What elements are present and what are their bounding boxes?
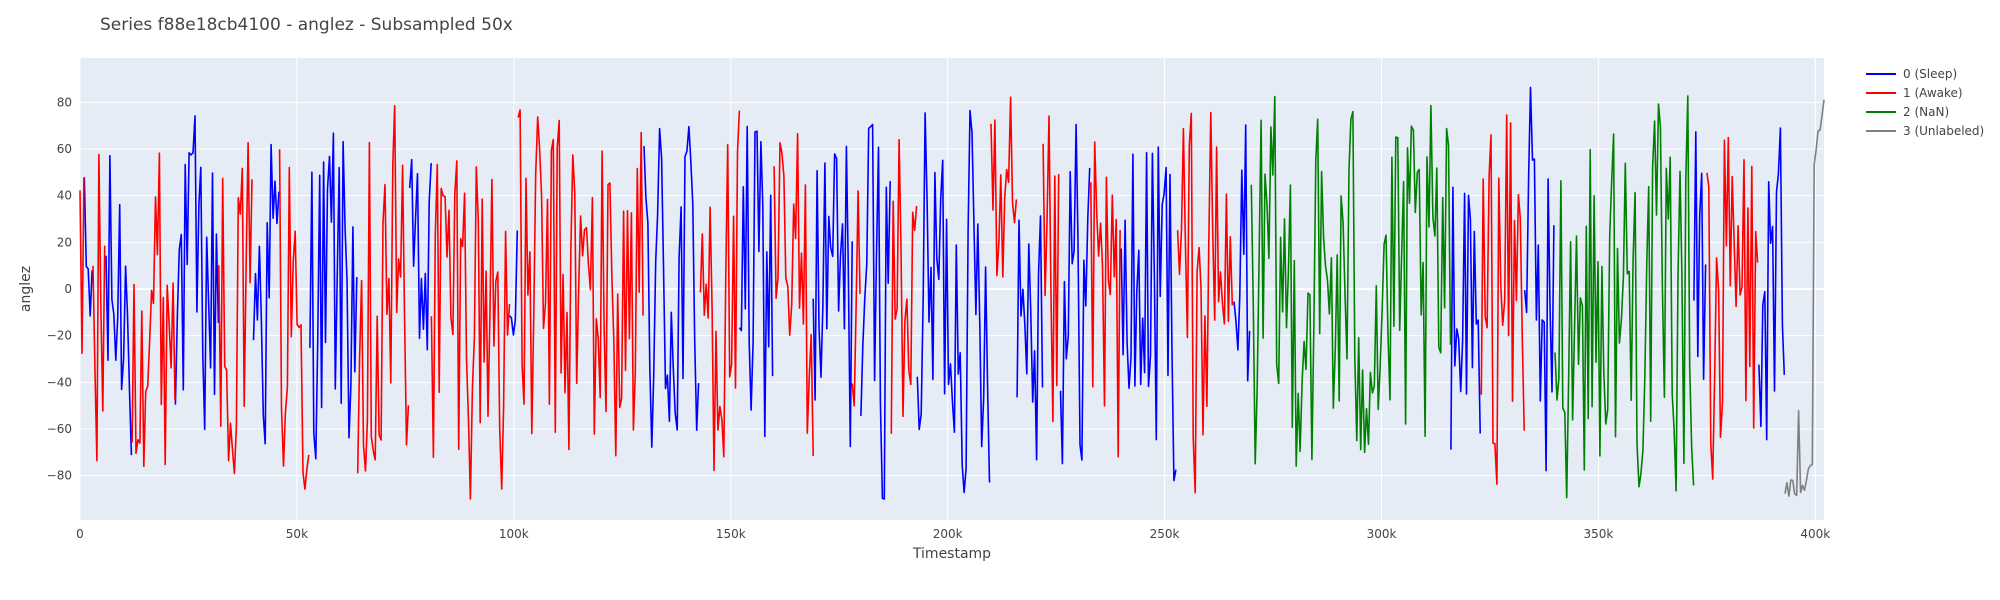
series-line-0-segment-6 <box>508 230 519 336</box>
series-line-1-segment-17 <box>1706 136 1759 480</box>
series-line-0-segment-4 <box>309 132 358 460</box>
x-axis-ticks: 0 50k 100k 150k 200k 250k 300k 350k 400k <box>76 527 1830 541</box>
x-tick-label: 300k <box>1367 527 1397 541</box>
series-line-1-segment-0 <box>79 178 85 355</box>
series-line-0-segment-12 <box>1016 215 1044 461</box>
series-line-1-segment-7 <box>517 109 644 457</box>
series-line-2-segment-1 <box>1554 95 1695 499</box>
y-axis-title: anglez <box>18 266 34 312</box>
series-line-1-segment-3 <box>218 141 253 475</box>
series-line-0-segment-8 <box>738 125 774 438</box>
legend-label: 0 (Sleep) <box>1903 67 1957 81</box>
y-tick-label: 60 <box>57 142 72 156</box>
x-tick-label: 100k <box>499 527 529 541</box>
series-line-1-segment-1 <box>92 153 106 462</box>
series-line-3-segment-0 <box>1784 99 1825 497</box>
legend-item[interactable]: 2 (NaN) <box>1866 105 1949 119</box>
series-line-1-segment-9 <box>773 132 814 457</box>
series-line-0-segment-18 <box>1693 131 1707 381</box>
x-tick-label: 0 <box>76 527 84 541</box>
series-line-0-segment-19 <box>1758 127 1786 441</box>
series-line-0-segment-3 <box>252 143 280 445</box>
legend-label: 1 (Awake) <box>1903 86 1963 100</box>
series-line-1-segment-4 <box>278 149 310 490</box>
y-tick-label: 40 <box>57 189 72 203</box>
x-tick-label: 50k <box>286 527 308 541</box>
series-line-1-segment-11 <box>890 138 918 434</box>
legend[interactable]: 0 (Sleep) 1 (Awake) 2 (NaN) 3 (Unlabeled) <box>1866 67 1984 138</box>
series-line-0-segment-16 <box>1450 186 1481 450</box>
series-line-0-segment-14 <box>1120 146 1177 482</box>
x-tick-label: 200k <box>933 527 963 541</box>
chart-title: Series f88e18cb4100 - anglez - Subsample… <box>100 15 513 35</box>
series-line-1-segment-13 <box>1042 115 1060 423</box>
series-line-1-segment-2 <box>131 152 176 468</box>
series-line-1-segment-16 <box>1480 114 1525 485</box>
series-line-1-segment-15 <box>1176 111 1234 494</box>
legend-item[interactable]: 3 (Unlabeled) <box>1866 124 1984 138</box>
series-line-2-segment-0 <box>1250 95 1452 467</box>
y-tick-label: −60 <box>47 422 72 436</box>
series-line-0-segment-17 <box>1523 86 1555 472</box>
y-axis-ticks: 80 60 40 20 0 −20 −40 −60 −80 <box>47 95 72 482</box>
series-line-0-segment-5 <box>408 158 432 351</box>
y-tick-label: −40 <box>47 375 72 389</box>
x-axis-title: Timestamp <box>912 546 991 562</box>
y-tick-label: 80 <box>57 95 72 109</box>
series-line-0-segment-2 <box>174 115 220 431</box>
x-tick-label: 250k <box>1150 527 1180 541</box>
y-tick-label: 0 <box>64 282 72 296</box>
series-line-0-segment-1 <box>105 154 133 456</box>
x-tick-label: 150k <box>716 527 746 541</box>
series-line-0-segment-0 <box>83 177 93 317</box>
series-line-1-segment-6 <box>430 160 511 500</box>
series-line-1-segment-5 <box>356 105 410 474</box>
y-tick-label: −20 <box>47 329 72 343</box>
x-tick-label: 400k <box>1800 527 1830 541</box>
series-line-1-segment-12 <box>990 96 1018 278</box>
legend-label: 3 (Unlabeled) <box>1903 124 1984 138</box>
y-tick-label: 20 <box>57 235 72 249</box>
series-line-0-segment-13 <box>1059 123 1091 465</box>
series-line-0-segment-9 <box>812 145 853 448</box>
legend-item[interactable]: 1 (Awake) <box>1866 86 1963 100</box>
x-tick-label: 350k <box>1583 527 1613 541</box>
series-line-0-segment-15 <box>1233 124 1251 382</box>
series-line-0-segment-10 <box>860 123 891 500</box>
series-line-0-segment-11 <box>916 109 991 494</box>
series-line-1-segment-8 <box>699 110 741 472</box>
y-tick-label: −80 <box>47 469 72 483</box>
series-line-0-segment-7 <box>643 125 700 448</box>
legend-item[interactable]: 0 (Sleep) <box>1866 67 1957 81</box>
series-line-1-segment-14 <box>1090 141 1121 458</box>
legend-label: 2 (NaN) <box>1903 105 1949 119</box>
series-lines <box>79 86 1825 500</box>
series-line-1-segment-10 <box>851 190 861 407</box>
